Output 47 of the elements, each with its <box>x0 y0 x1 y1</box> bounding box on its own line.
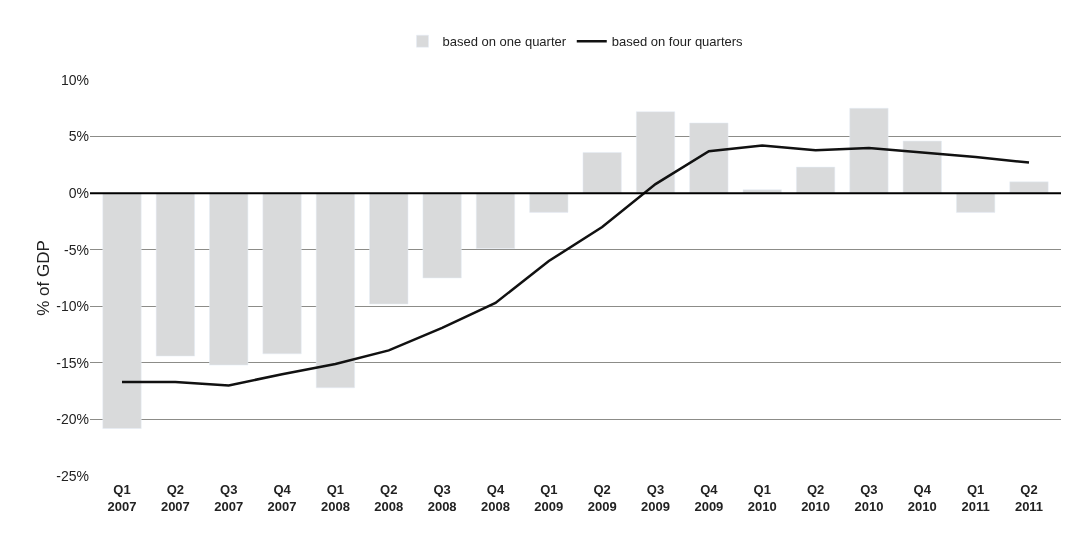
y-tick-label: -5% <box>64 241 89 258</box>
bar <box>689 122 729 194</box>
x-tick-label: Q3 2007 <box>214 482 244 514</box>
x-tick-label: Q2 2007 <box>160 482 190 514</box>
y-tick-label: -20% <box>56 411 89 428</box>
x-tick-label: Q2 2010 <box>801 482 831 514</box>
bar <box>369 192 409 305</box>
x-tick-label: Q1 2008 <box>320 482 350 514</box>
x-tick-label: Q1 2010 <box>747 482 777 514</box>
y-tick-label: 10% <box>60 71 89 88</box>
x-tick-label: Q3 2010 <box>854 482 884 514</box>
bar <box>849 108 889 194</box>
bar <box>262 192 302 355</box>
y-tick-label: -10% <box>56 298 89 315</box>
bar <box>476 192 515 249</box>
bar <box>1009 181 1049 194</box>
bar <box>796 166 836 194</box>
y-axis-title: % of GDP <box>33 240 53 316</box>
x-tick-label: Q4 2009 <box>694 482 724 514</box>
y-tick-label: -25% <box>56 467 89 484</box>
x-tick-label: Q2 2009 <box>587 482 617 514</box>
bar <box>102 192 142 429</box>
bar <box>155 192 195 357</box>
y-tick-label: 0% <box>68 185 89 202</box>
bar <box>209 192 249 366</box>
bar <box>529 192 569 213</box>
x-tick-label: Q4 2007 <box>267 482 297 514</box>
bar <box>315 192 355 388</box>
bar <box>636 111 675 194</box>
x-tick-label: Q1 2007 <box>107 482 137 514</box>
x-tick-label: Q2 2011 <box>1014 482 1044 514</box>
y-tick-label: -15% <box>56 354 89 371</box>
bar <box>902 140 942 194</box>
bar <box>956 192 996 213</box>
bar <box>582 152 622 194</box>
x-tick-label: Q4 2010 <box>907 482 937 514</box>
legend-label: based on four quarters <box>611 34 744 50</box>
x-tick-label: Q3 2009 <box>641 482 670 514</box>
x-tick-label: Q1 2011 <box>961 482 990 514</box>
y-tick-label: 5% <box>68 128 89 145</box>
x-tick-label: Q4 2008 <box>481 482 510 514</box>
legend-label: based on one quarter <box>442 34 567 50</box>
bar <box>422 192 462 279</box>
x-tick-label: Q3 2008 <box>427 482 457 514</box>
x-tick-label: Q2 2008 <box>374 482 404 514</box>
line-series <box>120 144 1031 387</box>
x-tick-label: Q1 2009 <box>534 482 564 514</box>
